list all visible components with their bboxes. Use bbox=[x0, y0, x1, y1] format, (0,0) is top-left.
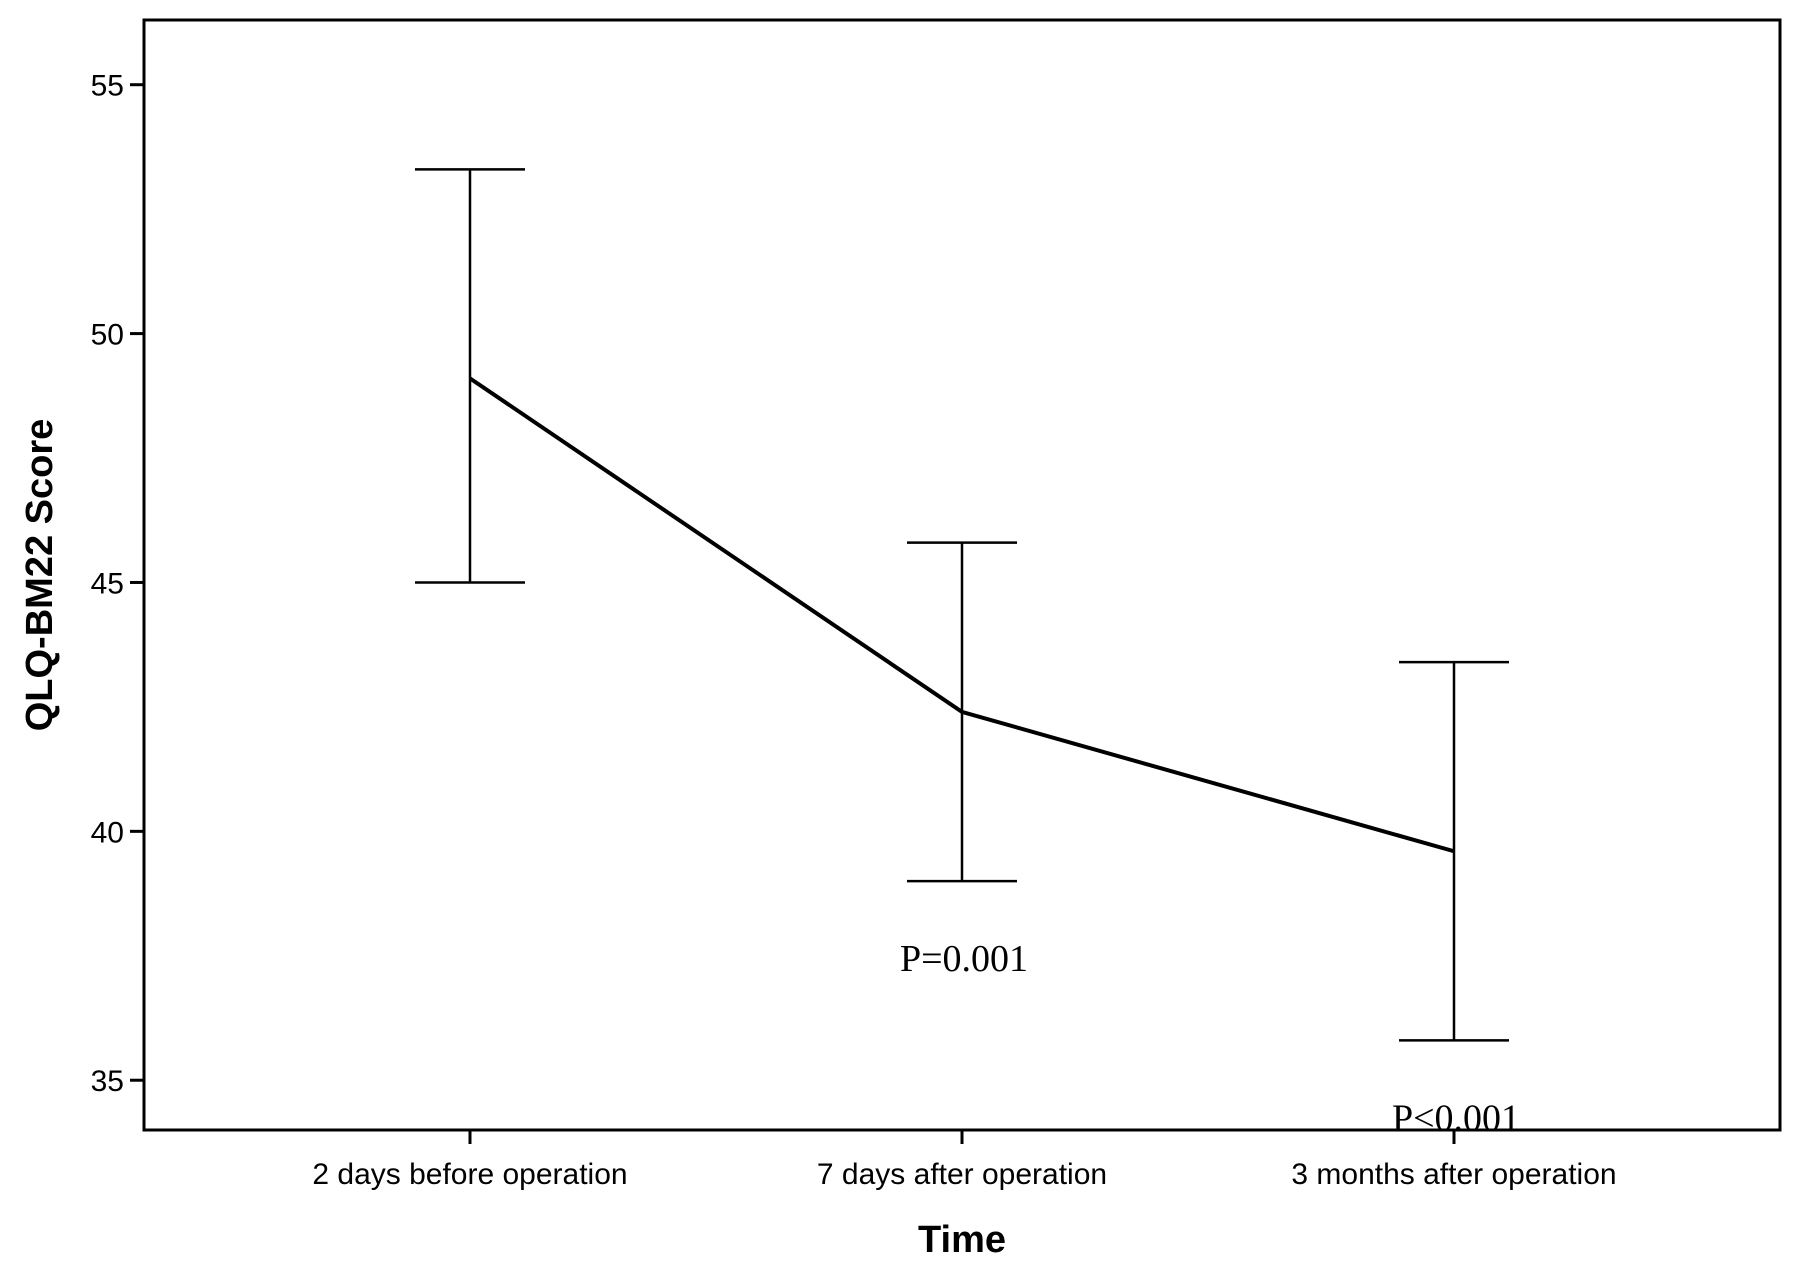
y-tick-label: 50 bbox=[91, 319, 124, 352]
series-line bbox=[468, 376, 1455, 854]
p-value-annotation: P<0.001 bbox=[1392, 1097, 1520, 1139]
y-tick-label: 40 bbox=[91, 816, 124, 849]
y-tick-label: 55 bbox=[91, 70, 124, 103]
annotation-layer: P=0.001 P<0.001 bbox=[900, 938, 1520, 1139]
y-axis-title: QLQ-BM22 Score bbox=[19, 419, 61, 732]
y-tick-label: 35 bbox=[91, 1065, 124, 1098]
series-layer bbox=[415, 168, 1509, 1042]
p-value-annotation: P=0.001 bbox=[900, 938, 1028, 980]
y-tick-label: 45 bbox=[91, 567, 124, 600]
y-axis: 35 40 45 50 55 bbox=[91, 70, 144, 1098]
x-tick-label: 7 days after operation bbox=[817, 1158, 1107, 1191]
x-tick-label: 2 days before operation bbox=[312, 1158, 627, 1191]
x-tick-label: 3 months after operation bbox=[1291, 1158, 1616, 1191]
x-axis: 2 days before operation 7 days after oper… bbox=[312, 1130, 1617, 1191]
x-axis-title: Time bbox=[918, 1219, 1006, 1261]
